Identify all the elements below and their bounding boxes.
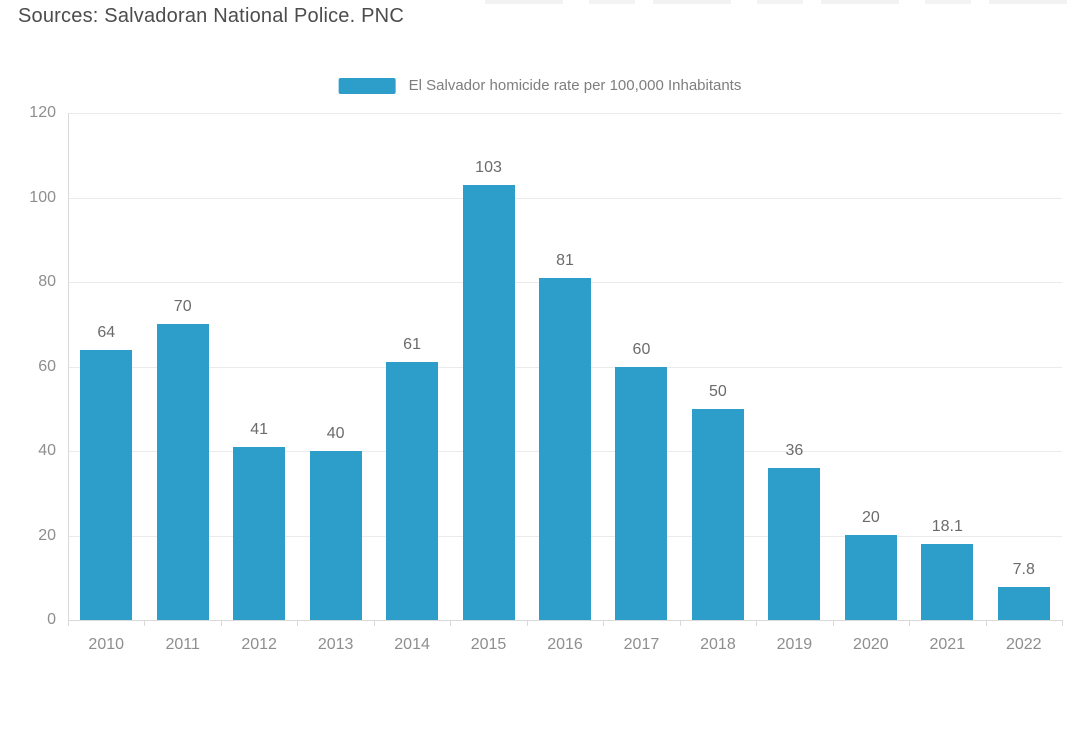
value-label-2011: 70 — [173, 298, 192, 315]
y-axis-tick-label: 120 — [29, 104, 56, 121]
x-axis-tick-mark — [832, 620, 834, 626]
bar-2020[interactable] — [844, 535, 897, 620]
x-axis-tick-mark — [985, 620, 987, 626]
bar-2014[interactable] — [386, 362, 439, 620]
x-axis-label-2017: 2017 — [623, 636, 660, 653]
x-axis-label-2021: 2021 — [929, 636, 966, 653]
x-axis-tick-mark — [144, 620, 146, 626]
x-axis-tick-mark — [909, 620, 911, 626]
value-label-2010: 64 — [97, 324, 116, 341]
value-label-2015: 103 — [475, 159, 502, 176]
x-axis-label-2018: 2018 — [700, 636, 736, 653]
x-axis-label-2013: 2013 — [317, 636, 354, 653]
legend-item[interactable]: El Salvador homicide rate per 100,000 In… — [338, 77, 742, 94]
x-axis-label-2010: 2010 — [88, 636, 125, 653]
x-axis-baseline — [68, 620, 1062, 621]
x-axis-label-2022: 2022 — [1005, 636, 1042, 653]
y-axis-tick-label: 0 — [47, 611, 56, 628]
y-axis-tick-label: 80 — [38, 273, 56, 290]
x-axis-label-2014: 2014 — [394, 636, 430, 653]
value-label-2020: 20 — [861, 509, 880, 526]
cropped-text-artifact — [485, 0, 1080, 4]
value-label-2017: 60 — [632, 341, 651, 358]
y-axis-tick-label: 60 — [38, 357, 56, 375]
bar-2015[interactable] — [462, 185, 515, 620]
value-label-2022: 7.8 — [1012, 561, 1035, 578]
y-axis-tick-label: 100 — [29, 188, 56, 206]
x-axis-tick-mark — [450, 620, 452, 626]
y-axis-tick-label: 20 — [38, 526, 56, 544]
bar-2016[interactable] — [539, 278, 591, 620]
x-axis-label-2016: 2016 — [547, 636, 583, 653]
x-axis-tick-mark — [1062, 620, 1063, 626]
value-label-2012: 41 — [250, 421, 269, 438]
value-label-2021: 18.1 — [931, 518, 963, 535]
gridline — [68, 197, 1062, 199]
bar-2019[interactable] — [768, 468, 821, 620]
value-label-2019: 36 — [785, 442, 804, 459]
bar-2017[interactable] — [615, 367, 668, 620]
x-axis-label-2020: 2020 — [853, 636, 889, 653]
value-label-2016: 81 — [556, 252, 574, 269]
y-axis-tick-label: 40 — [38, 442, 56, 459]
source-note: Sources: Salvadoran National Police. PNC — [18, 5, 404, 27]
bar-2022[interactable] — [997, 587, 1050, 620]
x-axis-tick-mark — [679, 620, 681, 626]
bar-2010[interactable] — [80, 350, 133, 620]
legend-swatch — [338, 77, 396, 94]
bar-2018[interactable] — [691, 409, 744, 620]
x-axis-tick-mark — [603, 620, 605, 626]
x-axis-tick-mark — [220, 620, 222, 626]
y-axis-line — [68, 113, 69, 626]
x-axis-tick-mark — [756, 620, 758, 626]
bar-2013[interactable] — [309, 451, 362, 620]
value-label-2014: 61 — [403, 336, 421, 353]
x-axis-label-2011: 2011 — [165, 636, 200, 653]
legend-label: El Salvador homicide rate per 100,000 In… — [408, 77, 742, 94]
bar-2021[interactable] — [921, 544, 974, 620]
x-axis-tick-mark — [297, 620, 299, 626]
bar-2012[interactable] — [233, 447, 286, 620]
gridline — [68, 113, 1062, 114]
x-axis-label-2012: 2012 — [241, 636, 277, 653]
x-axis-tick-mark — [526, 620, 528, 626]
value-label-2018: 50 — [709, 383, 727, 400]
value-label-2013: 40 — [326, 425, 345, 442]
x-axis-tick-mark — [373, 620, 375, 626]
x-axis-label-2019: 2019 — [776, 636, 813, 653]
x-axis-label-2015: 2015 — [470, 636, 507, 653]
bar-2011[interactable] — [156, 324, 209, 620]
